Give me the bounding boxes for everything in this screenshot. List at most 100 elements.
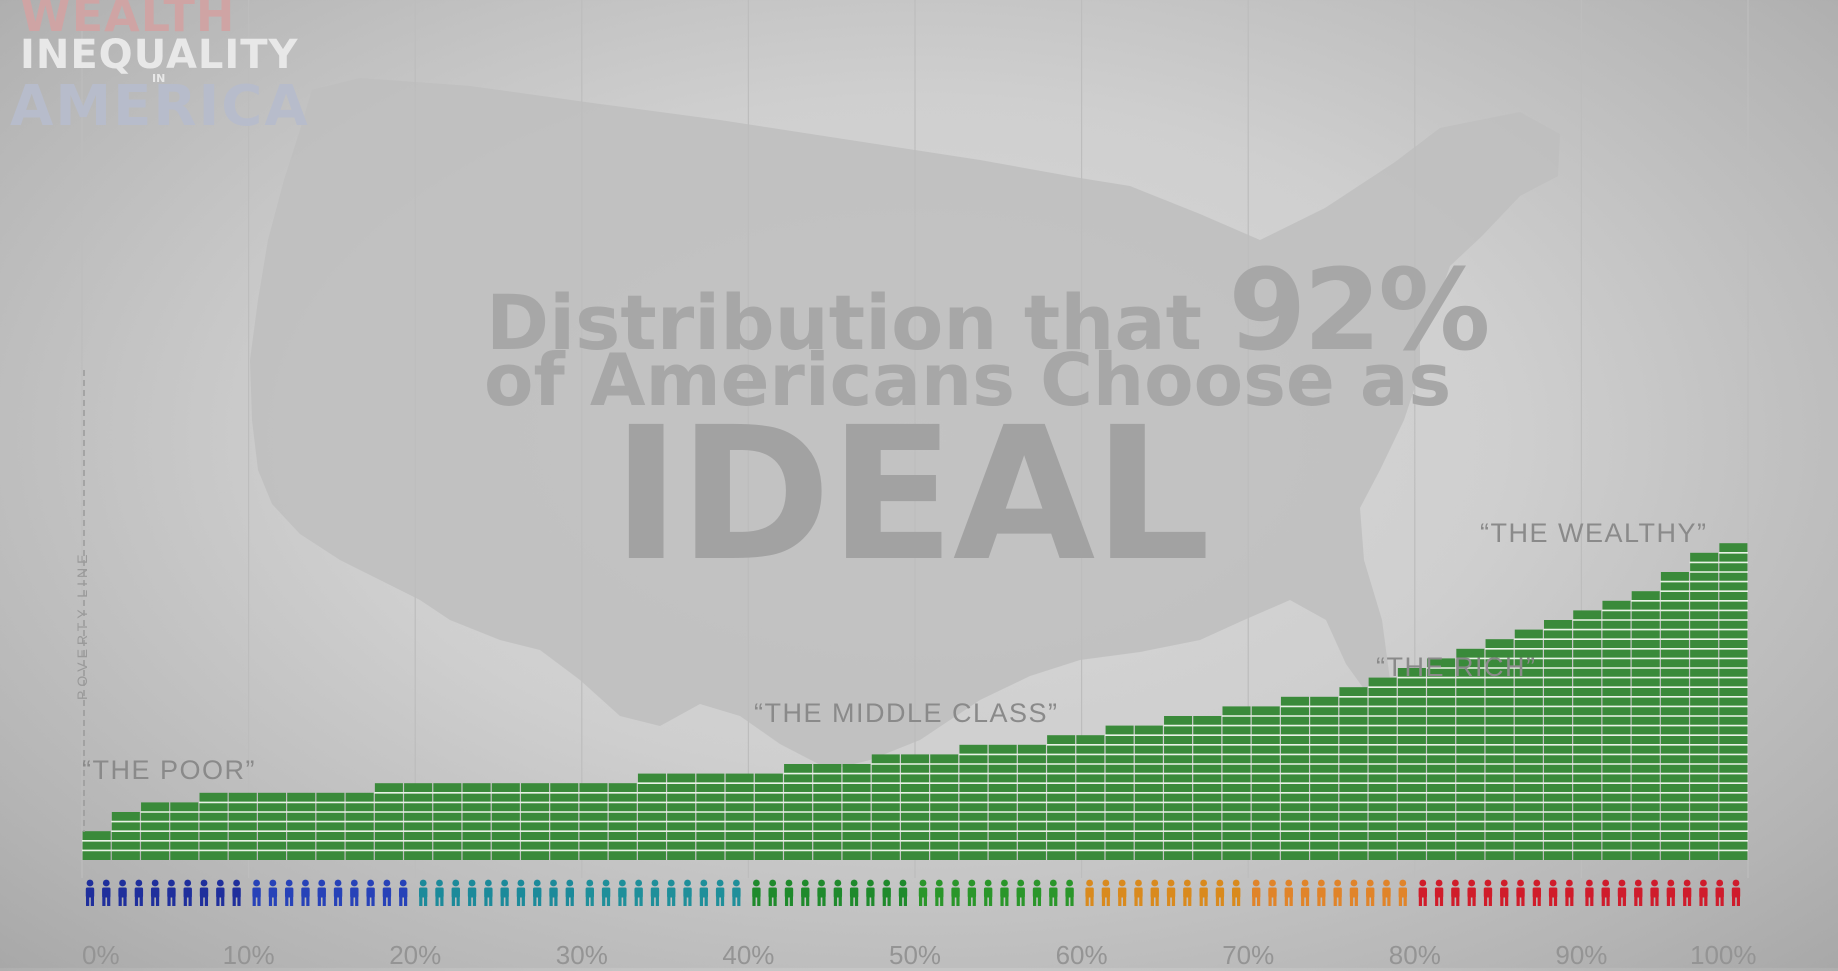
person-body bbox=[350, 887, 359, 898]
person-head bbox=[1200, 879, 1208, 887]
person-body bbox=[1565, 887, 1574, 898]
person-body bbox=[199, 887, 209, 898]
person-leg bbox=[1467, 896, 1471, 906]
bar-fill bbox=[1280, 696, 1309, 860]
person-leg bbox=[1000, 896, 1004, 906]
person-head bbox=[635, 879, 643, 887]
person-leg bbox=[1237, 896, 1241, 906]
person-body bbox=[1215, 887, 1225, 898]
bar-fill bbox=[82, 831, 111, 860]
person-head bbox=[1001, 879, 1008, 887]
person-leg bbox=[472, 896, 477, 906]
chart-title-line1: Distribution that 92% bbox=[486, 246, 1491, 376]
person-head bbox=[1566, 879, 1573, 887]
bar-fill bbox=[1485, 639, 1514, 860]
bar bbox=[958, 744, 989, 860]
person-head bbox=[1086, 879, 1093, 887]
person-body bbox=[1117, 887, 1127, 898]
person-leg bbox=[1232, 896, 1236, 906]
person-head bbox=[517, 879, 525, 887]
person-head bbox=[1301, 879, 1309, 887]
person-leg bbox=[1257, 896, 1261, 906]
person-head bbox=[1700, 879, 1707, 887]
person-icon bbox=[1434, 879, 1444, 906]
person-leg bbox=[521, 896, 525, 906]
person-head bbox=[1033, 879, 1041, 887]
person-body bbox=[1101, 887, 1111, 898]
person-leg bbox=[334, 896, 338, 906]
person-leg bbox=[1090, 896, 1094, 906]
person-leg bbox=[1122, 896, 1127, 906]
person-icon bbox=[1085, 879, 1094, 906]
person-head bbox=[834, 879, 842, 887]
person-leg bbox=[1289, 896, 1293, 906]
person-icon bbox=[817, 879, 826, 906]
person-leg bbox=[1671, 896, 1675, 906]
person-leg bbox=[1085, 896, 1089, 906]
bar-fill bbox=[667, 773, 696, 860]
person-leg bbox=[382, 896, 387, 906]
person-icon bbox=[1548, 879, 1558, 906]
person-icon bbox=[516, 879, 526, 906]
person-leg bbox=[1565, 896, 1569, 906]
person-body bbox=[301, 887, 310, 898]
person-body bbox=[516, 887, 526, 898]
person-leg bbox=[232, 896, 236, 906]
person-icon bbox=[715, 879, 725, 906]
person-icon bbox=[882, 879, 891, 906]
person-head bbox=[1651, 879, 1658, 887]
person-head bbox=[1732, 879, 1740, 887]
person-body bbox=[1418, 887, 1427, 898]
population-people-icons bbox=[85, 879, 1741, 906]
person-body bbox=[1317, 887, 1326, 898]
person-leg bbox=[732, 896, 736, 906]
person-head bbox=[1618, 879, 1626, 887]
person-leg bbox=[1215, 896, 1220, 906]
person-leg bbox=[484, 896, 488, 906]
person-body bbox=[1451, 887, 1460, 898]
person-leg bbox=[419, 896, 423, 906]
person-head bbox=[419, 879, 427, 887]
person-head bbox=[1451, 879, 1459, 887]
bar-fill bbox=[1544, 620, 1573, 860]
bar-fill bbox=[1368, 677, 1397, 860]
person-icon bbox=[284, 879, 294, 906]
person-leg bbox=[899, 896, 903, 906]
person-leg bbox=[1585, 896, 1589, 906]
person-leg bbox=[1065, 896, 1069, 906]
person-leg bbox=[435, 896, 439, 906]
person-icon bbox=[768, 879, 777, 906]
person-leg bbox=[102, 896, 106, 906]
bar-fill bbox=[1193, 716, 1222, 860]
person-body bbox=[1000, 887, 1009, 898]
person-icon bbox=[199, 879, 209, 906]
person-leg bbox=[366, 896, 370, 906]
person-head bbox=[383, 879, 391, 887]
bar bbox=[1104, 725, 1135, 860]
person-icon bbox=[167, 879, 176, 906]
person-head bbox=[618, 879, 626, 887]
person-head bbox=[1517, 879, 1524, 887]
person-leg bbox=[806, 896, 810, 906]
person-leg bbox=[1118, 896, 1122, 906]
person-body bbox=[866, 887, 875, 898]
person-leg bbox=[1439, 896, 1444, 906]
person-body bbox=[500, 887, 509, 898]
person-leg bbox=[440, 896, 444, 906]
person-leg bbox=[167, 896, 171, 906]
person-leg bbox=[172, 896, 176, 906]
person-body bbox=[833, 887, 843, 898]
person-body bbox=[1085, 887, 1094, 898]
person-leg bbox=[549, 896, 553, 906]
person-leg bbox=[683, 896, 687, 906]
person-body bbox=[1500, 887, 1509, 898]
bar-fill bbox=[287, 792, 316, 860]
person-leg bbox=[1720, 896, 1724, 906]
person-body bbox=[1731, 887, 1741, 898]
person-leg bbox=[951, 896, 955, 906]
person-icon bbox=[1634, 879, 1643, 906]
bar-fill bbox=[345, 792, 374, 860]
person-leg bbox=[306, 896, 310, 906]
person-head bbox=[200, 879, 208, 887]
person-icon bbox=[1382, 879, 1391, 906]
